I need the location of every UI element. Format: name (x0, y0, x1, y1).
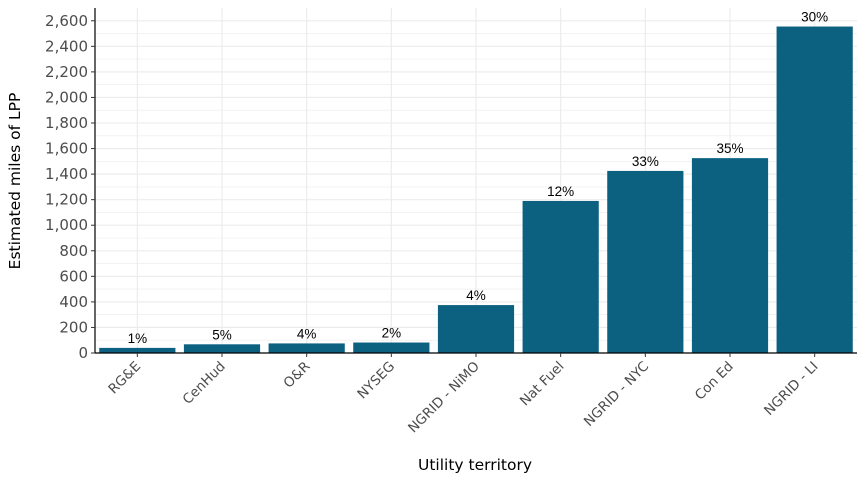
bar (607, 170, 684, 353)
y-tick-label: 2,200 (45, 63, 88, 81)
y-tick-label: 1,400 (45, 165, 88, 183)
bar-value-label: 5% (212, 327, 232, 342)
bar (183, 344, 261, 353)
y-axis-title: Estimated miles of LPP (6, 93, 24, 270)
bar (99, 347, 176, 353)
bar-value-label: 2% (382, 326, 402, 341)
y-tick-label: 600 (59, 267, 88, 285)
bar (522, 200, 599, 353)
y-tick-label: 1,000 (45, 216, 88, 234)
x-tick-label: O&R (281, 359, 314, 392)
bar-value-label: 4% (466, 288, 486, 303)
y-tick-label: 2,000 (45, 88, 88, 106)
x-tick-label: Nat Fuel (517, 359, 568, 410)
bar-value-label: 30% (801, 10, 828, 25)
bars (99, 26, 853, 354)
bar (691, 158, 769, 353)
bar (353, 342, 430, 353)
y-tick-label: 0 (78, 344, 88, 362)
bar (268, 343, 345, 353)
y-tick-label: 2,600 (45, 12, 88, 30)
bar-value-label: 33% (632, 154, 659, 169)
x-tick-label: CenHud (180, 359, 229, 408)
x-tick-label: NYSEG (354, 359, 398, 403)
bar-value-label: 35% (716, 141, 743, 156)
y-tick-label: 400 (59, 293, 88, 311)
data-labels: 1% 5% 4% 2% 4% 12% 33% 35% 30% (128, 10, 829, 346)
y-axis-ticks: 0 200 400 600 800 1,000 1,200 1,400 1,600 1,800 2,… (45, 12, 95, 362)
x-tick-label: NGRID - NYC (581, 359, 652, 430)
bar-value-label: 12% (547, 184, 574, 199)
bar (437, 305, 515, 353)
bar-value-label: 1% (128, 331, 148, 346)
x-tick-label: NGRID - NiMO (405, 359, 483, 437)
y-tick-label: 200 (59, 318, 88, 336)
bar-value-label: 4% (297, 326, 317, 341)
x-axis-ticks: RG&E CenHud O&R NYSEG NGRID - NiMO Nat Fuel NG… (105, 353, 821, 436)
y-tick-label: 1,200 (45, 191, 88, 209)
y-tick-label: 1,600 (45, 140, 88, 158)
x-tick-label: RG&E (105, 359, 144, 398)
y-tick-label: 800 (59, 242, 88, 260)
y-tick-label: 2,400 (45, 37, 88, 55)
x-axis-title: Utility territory (418, 456, 532, 474)
bar (776, 26, 853, 354)
x-tick-label: NGRID - LI (761, 359, 821, 419)
x-tick-label: Con Ed (692, 359, 737, 404)
y-tick-label: 1,800 (45, 114, 88, 132)
